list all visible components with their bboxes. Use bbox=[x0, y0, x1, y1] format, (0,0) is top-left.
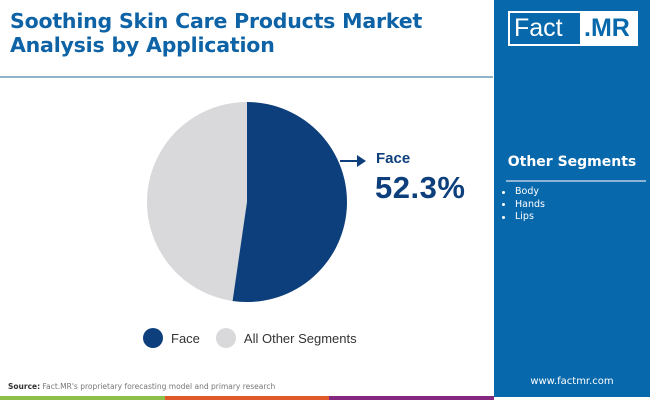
segment-item-hands: Hands bbox=[502, 199, 545, 212]
other-segments-list: Body Hands Lips bbox=[502, 186, 545, 224]
factmr-logo: Fact .MR bbox=[508, 11, 638, 46]
bullet-icon bbox=[502, 215, 505, 219]
callout-value: 52.3% bbox=[375, 170, 466, 205]
chart-legend: Face All Other Segments bbox=[143, 328, 373, 348]
legend-label-other: All Other Segments bbox=[243, 330, 357, 346]
logo-mr-text: .MR bbox=[584, 14, 630, 42]
pie-slice-face bbox=[232, 102, 347, 302]
legend-item-face: Face bbox=[143, 328, 200, 348]
legend-item-other: All Other Segments bbox=[215, 328, 357, 348]
chart-title: Soothing Skin Care Products Market Analy… bbox=[10, 9, 480, 57]
other-segments-heading: Other Segments bbox=[507, 154, 637, 170]
segment-item-body: Body bbox=[502, 186, 545, 199]
pie-chart bbox=[147, 102, 347, 302]
title-divider bbox=[0, 76, 493, 78]
logo-fact-text: Fact bbox=[510, 13, 580, 44]
legend-swatch-face bbox=[143, 328, 163, 348]
callout-label: Face bbox=[376, 150, 411, 167]
arrow-right-icon bbox=[357, 155, 366, 167]
title-line-1: Soothing Skin Care Products Market bbox=[10, 9, 423, 33]
source-note: Source: Fact.MR's proprietary forecastin… bbox=[8, 382, 275, 391]
side-panel: Fact .MR Other Segments Body Hands Lips … bbox=[494, 0, 650, 397]
legend-label-face: Face bbox=[171, 330, 200, 346]
legend-swatch-other bbox=[215, 328, 236, 348]
callout-line bbox=[340, 160, 360, 162]
title-line-2: Analysis by Application bbox=[10, 33, 275, 57]
bottom-color-bar bbox=[0, 396, 495, 400]
bar-segment-orange bbox=[164, 396, 330, 400]
website-link[interactable]: www.factmr.com bbox=[530, 376, 614, 387]
bullet-icon bbox=[502, 190, 505, 194]
bar-segment-purple bbox=[329, 396, 495, 400]
bar-segment-green bbox=[0, 396, 165, 400]
source-text: Fact.MR's proprietary forecasting model … bbox=[40, 382, 276, 391]
source-label: Source: bbox=[8, 382, 41, 391]
segment-item-lips: Lips bbox=[502, 211, 545, 224]
other-segments-rule bbox=[506, 180, 646, 182]
bullet-icon bbox=[502, 203, 505, 207]
